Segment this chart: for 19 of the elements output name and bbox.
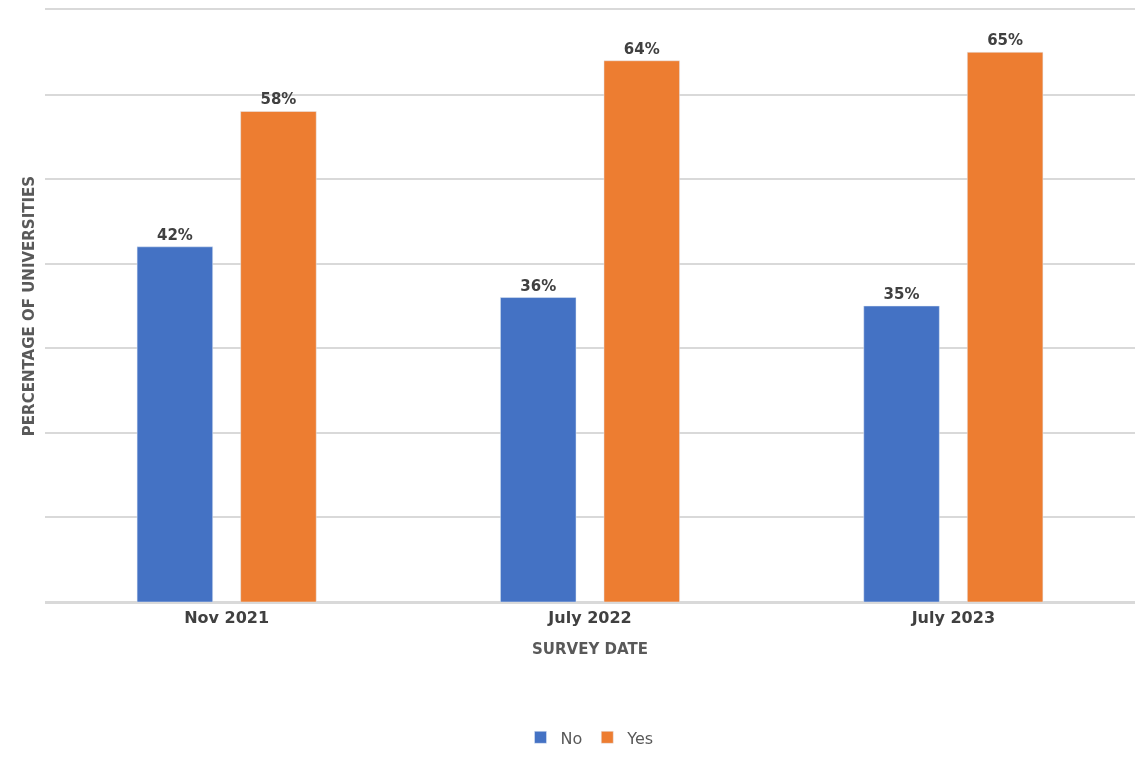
bar (603, 60, 680, 602)
bar (967, 52, 1044, 602)
y-axis-title: PERCENTAGE OF UNIVERSITIES (20, 175, 39, 437)
data-label: 35% (883, 285, 920, 303)
bar (136, 246, 213, 602)
data-label: 36% (520, 276, 557, 295)
bar (240, 111, 317, 602)
legend-label: Yes (626, 728, 654, 748)
x-axis-title: SURVEY DATE (532, 640, 648, 659)
x-tick-label: July 2023 (910, 607, 996, 627)
x-tick-label: Nov 2021 (184, 607, 270, 627)
bar (500, 297, 577, 602)
data-label: 64% (623, 39, 660, 58)
data-label: 42% (156, 225, 193, 244)
x-tick-label: July 2022 (547, 607, 632, 627)
data-label: 58% (260, 90, 297, 109)
legend-label: No (560, 728, 583, 748)
data-label: 65% (987, 31, 1024, 50)
bar (863, 305, 940, 602)
